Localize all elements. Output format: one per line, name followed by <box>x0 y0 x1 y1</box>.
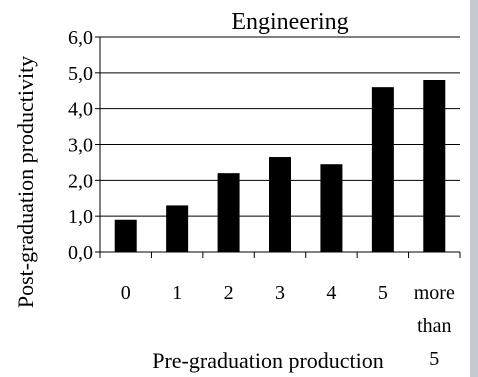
y-tick-label: 5,0 <box>68 63 93 85</box>
axes <box>95 36 461 258</box>
x-tick-label: 1 <box>172 282 182 304</box>
y-tick-label: 2,0 <box>68 170 93 192</box>
bar-5 <box>371 87 394 253</box>
x-tick-label: 2 <box>224 282 234 304</box>
y-tick-label: 3,0 <box>68 135 93 157</box>
chart-title: Engineering <box>231 9 348 35</box>
x-tick-label: 3 <box>275 282 285 304</box>
gridlines <box>100 36 460 217</box>
x-axis-title: Pre-graduation production <box>152 348 384 373</box>
x-tick-label: 5 <box>378 282 388 304</box>
bar-2 <box>217 173 240 252</box>
x-tick-labels: 0 1 2 3 4 5 more than 5 <box>121 282 455 370</box>
window-edge-strip <box>470 0 478 377</box>
y-tick-label: 4,0 <box>68 99 93 121</box>
y-axis-title: Post-graduation productivity <box>13 56 38 308</box>
bar-0 <box>114 219 137 252</box>
bar-more-than-5 <box>423 80 446 252</box>
y-tick-labels: 0,0 1,0 2,0 3,0 4,0 5,0 6,0 <box>68 27 93 264</box>
x-tick-label: 0 <box>121 282 131 304</box>
x-tick-label: 5 <box>429 348 439 370</box>
x-tick-label: than <box>417 315 451 337</box>
bar-1 <box>166 205 189 252</box>
y-tick-label: 6,0 <box>68 27 93 49</box>
y-tick-label: 0,0 <box>68 242 93 264</box>
x-tick-label: more <box>414 282 455 304</box>
y-tick-label: 1,0 <box>68 206 93 228</box>
bar-3 <box>269 157 291 252</box>
x-tick-label: 4 <box>326 282 336 304</box>
bars <box>114 80 446 253</box>
bar-4 <box>320 164 343 252</box>
